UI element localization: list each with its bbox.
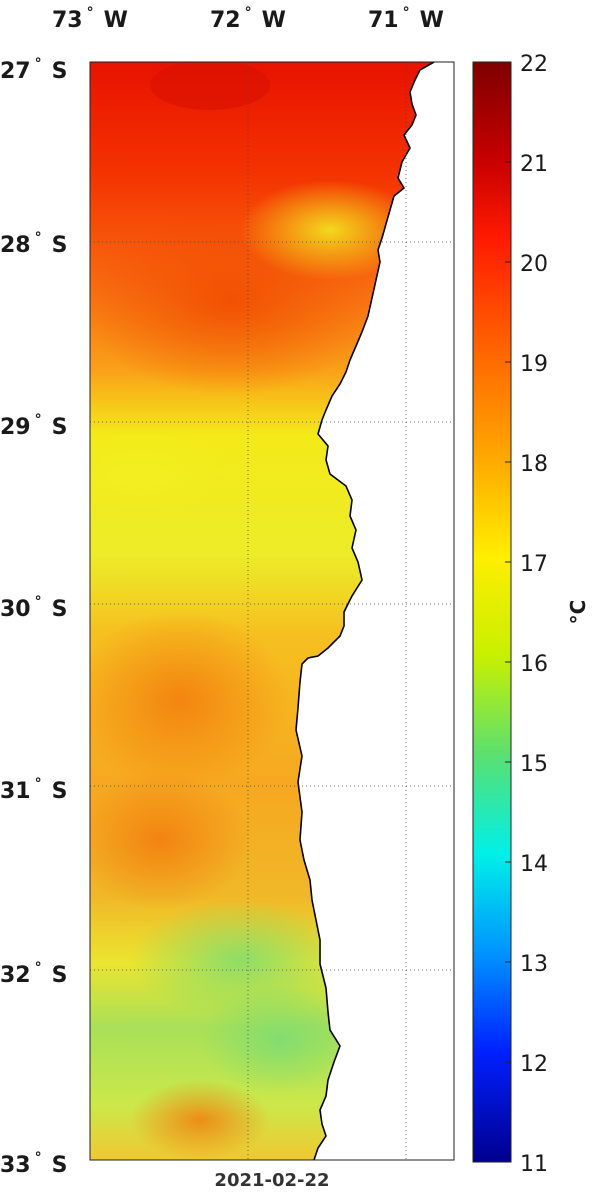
coastline (295, 61, 435, 1161)
colorbar-tick-label: 15 (520, 752, 548, 777)
longitude-labels: 73 ° W 72 ° W 71 ° W (52, 5, 444, 33)
colorbar-tick-label: 20 (520, 252, 548, 277)
colorbar-ticks (505, 161, 511, 1063)
colorbar-tick-label: 21 (520, 152, 548, 177)
colorbar-tick-label: 11 (520, 1152, 548, 1177)
colorbar-tick-label: 17 (520, 552, 548, 577)
lon-label-72: 72 ° W (210, 5, 286, 33)
colorbar-unit-label: °C (566, 600, 590, 625)
colorbar (472, 61, 512, 1163)
map-date: 2021-02-22 (214, 1170, 329, 1188)
colorbar-tick-label: 22 (520, 52, 548, 77)
graticule (90, 62, 454, 1160)
latitude-labels: 27 ° S 28 ° S 29 ° S 30 ° S 31 ° S 32 ° S 33 ° S (0, 56, 67, 1178)
colorbar-tick-label: 19 (520, 352, 548, 377)
lon-label-73: 73 ° W (52, 5, 128, 33)
colorbar-tick-label: 14 (520, 852, 548, 877)
lat-label-28: 28 ° S (0, 230, 67, 258)
lat-label-30: 30 ° S (0, 594, 67, 622)
lon-label-71: 71 ° W (368, 5, 444, 33)
colorbar-tick-label: 13 (520, 952, 548, 977)
lat-label-33: 33 ° S (0, 1150, 67, 1178)
lat-label-31: 31 ° S (0, 776, 67, 804)
sst-field (90, 62, 434, 1160)
colorbar-tick-label: 12 (520, 1052, 548, 1077)
colorbar-tick-label: 16 (520, 652, 548, 677)
lat-label-32: 32 ° S (0, 960, 67, 988)
lat-label-29: 29 ° S (0, 412, 67, 440)
colorbar-tick-labels: 22 21 20 19 18 17 16 15 14 13 12 11 (520, 52, 548, 1177)
colorbar-tick-label: 18 (520, 452, 548, 477)
map-frame (89, 61, 455, 1161)
lat-label-27: 27 ° S (0, 56, 67, 84)
